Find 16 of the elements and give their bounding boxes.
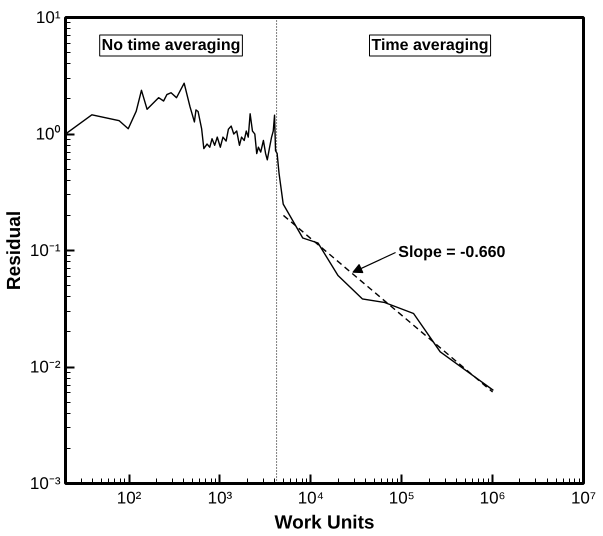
annotation: Slope = -0.660 (398, 244, 506, 261)
x-tick-label: 10³ (208, 488, 233, 508)
x-tick-label: 10⁷ (570, 488, 596, 508)
y-axis-title: Residual (4, 210, 25, 290)
y-tick-label: 10⁻² (30, 358, 61, 376)
annotation: No time averaging (102, 36, 240, 54)
x-axis-title: Work Units (274, 512, 374, 534)
x-tick-label: 10² (116, 488, 142, 508)
y-tick-label: 10¹ (36, 8, 61, 27)
y-tick-label: 10⁻¹ (30, 241, 61, 260)
y-tick-label: 10⁰ (36, 124, 61, 144)
x-tick-label: 10⁶ (480, 488, 506, 508)
x-tick-label: 10⁴ (298, 488, 324, 508)
annotation: Time averaging (371, 36, 489, 54)
y-tick-label: 10⁻³ (30, 474, 61, 493)
x-tick-label: 10⁵ (388, 488, 415, 508)
